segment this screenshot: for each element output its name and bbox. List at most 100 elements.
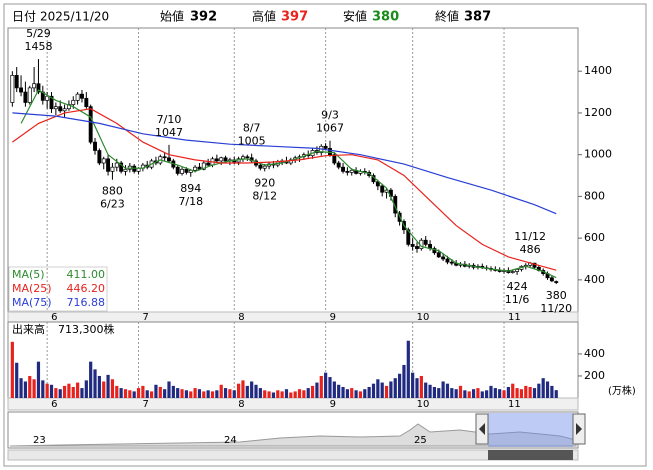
volume-bar — [363, 389, 367, 398]
annotation-date: 7/18 — [178, 195, 203, 208]
candle-body — [323, 145, 328, 149]
volume-unit: (万株) — [608, 384, 636, 397]
candle-body — [423, 239, 428, 245]
volume-bar — [141, 385, 145, 398]
volume-bar — [354, 390, 358, 398]
volume-bar — [437, 388, 441, 398]
volume-bar — [97, 375, 101, 398]
volume-bar — [502, 390, 506, 398]
candle-body — [245, 156, 250, 159]
annotation-value: 486 — [520, 243, 541, 256]
ma-line — [12, 112, 557, 215]
candle-body — [49, 95, 54, 110]
candle-body — [93, 141, 97, 151]
volume-bar — [215, 390, 219, 398]
annotation-date: 11/20 — [540, 302, 572, 315]
volume-bar — [428, 384, 432, 398]
volume-bar — [80, 388, 84, 398]
volume-bar — [289, 392, 293, 398]
x-tick-label: 7 — [143, 399, 149, 410]
candle-body — [214, 158, 219, 162]
volume-bar — [471, 389, 476, 398]
volume-bar — [19, 378, 23, 398]
annotation-date: 11/12 — [514, 230, 546, 243]
candle-body — [415, 246, 419, 249]
volume-bar — [332, 381, 336, 398]
candle-body — [345, 171, 350, 173]
x-tick-label: 9 — [330, 312, 336, 323]
volume-caption-bg — [9, 323, 119, 337]
volume-bar — [67, 383, 71, 398]
annotation-value: 880 — [102, 185, 123, 198]
volume-bar — [241, 380, 245, 398]
ma-legend — [8, 266, 108, 312]
candle-body — [10, 75, 15, 103]
volume-bar — [519, 389, 524, 398]
volume-bar — [36, 361, 41, 398]
volume-bar — [371, 383, 376, 398]
volume-bar — [232, 390, 236, 398]
volume-bar — [550, 385, 554, 398]
close: 387 — [464, 10, 491, 25]
volume-bar — [49, 384, 54, 398]
candle-body — [515, 269, 520, 272]
date: 2025/11/20 — [40, 10, 109, 24]
volume-bar — [297, 389, 302, 398]
volume-bar — [463, 390, 467, 398]
candle-body — [80, 93, 84, 99]
volume-bar — [393, 378, 397, 398]
volume-bar — [15, 362, 19, 398]
candle-body — [75, 93, 80, 101]
volume-bar — [132, 391, 136, 398]
volume-bar — [250, 381, 254, 398]
volume-bar — [358, 391, 363, 398]
volume-bar — [223, 388, 228, 398]
volume-bar — [350, 388, 354, 398]
annotation-value: 894 — [180, 182, 201, 195]
volume-bar — [328, 377, 332, 398]
candle-body — [180, 168, 184, 174]
x-tick-label: 8 — [238, 399, 244, 410]
candle-body — [375, 181, 380, 187]
volume-bar — [41, 380, 45, 398]
volume-bar — [71, 386, 75, 398]
candle-body — [45, 95, 50, 101]
volume-bar — [23, 381, 28, 398]
x-tick-label: 11 — [508, 399, 521, 410]
volume-bar — [345, 389, 349, 398]
volume-bar — [445, 383, 450, 398]
volume-bar — [506, 386, 510, 398]
volume-bar — [184, 390, 188, 398]
volume-bar — [45, 383, 49, 398]
volume-bar — [554, 390, 558, 398]
candle-body — [32, 83, 37, 89]
volume-bar — [476, 388, 480, 398]
volume-bar — [163, 389, 167, 398]
high: 397 — [281, 10, 308, 25]
candle-body — [167, 157, 171, 162]
volume-bar — [119, 388, 123, 398]
volume-bar — [524, 385, 528, 398]
volume-bar — [128, 390, 132, 398]
annotation-value: 1005 — [238, 135, 266, 148]
candle-body — [58, 106, 63, 112]
y-tick-label: 1000 — [584, 148, 612, 161]
volume-bar — [389, 381, 393, 398]
arrow — [479, 423, 485, 435]
annotation-date: 8/12 — [252, 189, 277, 202]
volume-last: 713,300株 — [58, 322, 115, 336]
volume-bar — [485, 390, 489, 398]
volume-bar — [528, 386, 532, 398]
volume-bar — [145, 390, 149, 398]
scrollbar-thumb[interactable] — [488, 450, 573, 460]
candle-body — [380, 185, 385, 193]
volume-bar — [310, 385, 315, 398]
volume-bar — [158, 386, 162, 398]
volume-bar — [84, 380, 88, 398]
candle-body — [97, 150, 102, 164]
scrollbar[interactable] — [7, 449, 579, 461]
open: 392 — [190, 10, 217, 25]
navigator-window[interactable] — [488, 413, 573, 447]
month-band — [7, 311, 579, 323]
volume-bar — [406, 340, 410, 398]
